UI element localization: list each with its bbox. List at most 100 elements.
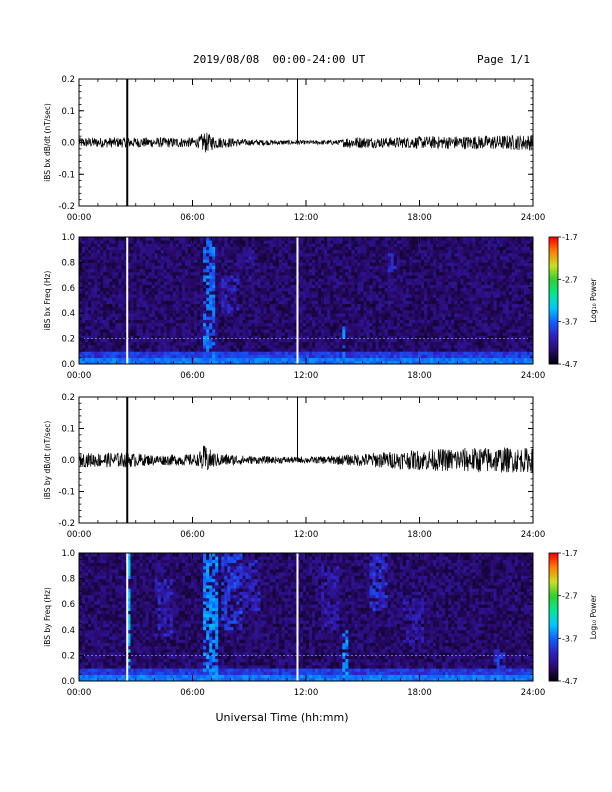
- spectrogram-cell: [118, 332, 122, 336]
- spectrogram-cell: [130, 338, 134, 343]
- spectrogram-cell: [218, 357, 222, 362]
- spectrogram-cell: [333, 256, 337, 260]
- spectrogram-cell: [100, 357, 104, 362]
- spectrogram-cell: [272, 271, 277, 276]
- spectrogram-cell: [366, 351, 370, 355]
- spectrogram-cell: [160, 240, 165, 244]
- spectrogram-cell: [166, 284, 171, 289]
- spectrogram-cell: [363, 268, 367, 273]
- spectrogram-cell: [363, 344, 367, 349]
- spectrogram-cell: [290, 246, 295, 251]
- spectrogram-cell: [275, 325, 280, 330]
- spectrogram-cell: [97, 354, 101, 359]
- spectrogram-cell: [381, 316, 386, 320]
- spectrogram-cell: [157, 341, 162, 346]
- spectrogram-cell: [148, 237, 153, 241]
- spectrogram-cell: [342, 322, 346, 327]
- spectrogram-cell: [393, 319, 398, 324]
- spectrogram-cell: [139, 344, 143, 349]
- spectrogram-cell: [248, 316, 252, 320]
- spectrogram-cell: [154, 306, 159, 311]
- spectrogram-cell: [284, 278, 289, 282]
- spectrogram-cell: [417, 310, 422, 314]
- spectrogram-cell: [424, 332, 428, 336]
- spectrogram-cell: [302, 344, 307, 349]
- spectrogram-cell: [133, 284, 137, 289]
- spectrogram-cell: [339, 351, 343, 355]
- spectrogram-cell: [408, 262, 413, 266]
- spectrogram-cell: [339, 271, 343, 276]
- spectrogram-cell: [227, 351, 231, 355]
- spectrogram-cell: [384, 297, 389, 301]
- spectrogram-cell: [293, 256, 298, 260]
- spectrogram-cell: [333, 313, 337, 317]
- spectrogram-cell: [227, 297, 231, 301]
- spectrogram-cell: [411, 338, 416, 343]
- spectrogram-cell: [79, 262, 83, 266]
- spectrogram-cell: [133, 322, 137, 327]
- spectrogram-cell: [430, 300, 434, 305]
- spectrogram-cell: [284, 348, 289, 352]
- spectrogram-cell: [315, 303, 319, 308]
- spectrogram-cell: [378, 287, 383, 292]
- spectrogram-cell: [221, 249, 225, 254]
- spectrogram-cell: [145, 287, 150, 292]
- spectrogram-cell: [390, 271, 395, 276]
- spectrogram-cell: [430, 256, 434, 260]
- spectrogram-cell: [278, 268, 283, 273]
- spectrogram-cell: [402, 348, 407, 352]
- spectrogram-cell: [130, 240, 134, 244]
- spectrogram-cell: [417, 335, 422, 339]
- spectrogram-cell: [327, 341, 331, 346]
- spectrogram-cell: [88, 329, 92, 333]
- spectrogram-cell: [369, 329, 373, 333]
- spectrogram-cell: [233, 338, 237, 343]
- spectrogram-cell: [299, 322, 304, 327]
- spectrogram-cell: [157, 306, 162, 311]
- spectrogram-cell: [281, 322, 286, 327]
- spectrogram-cell: [224, 240, 228, 244]
- spectrogram-cell: [296, 360, 301, 365]
- spectrogram-cell: [405, 354, 410, 359]
- spectrogram-cell: [172, 252, 177, 257]
- spectrogram-cell: [200, 322, 204, 327]
- spectrogram-cell: [121, 319, 125, 324]
- spectrogram-cell: [79, 294, 83, 298]
- spectrogram-cell: [354, 360, 358, 365]
- spectrogram-cell: [275, 243, 280, 247]
- spectrogram-cell: [360, 240, 364, 244]
- spectrogram-cell: [357, 290, 361, 295]
- spectrogram-cell: [221, 332, 225, 336]
- spectrogram-cell: [142, 278, 146, 282]
- spectrogram-cell: [200, 319, 204, 324]
- spectrogram-cell: [384, 306, 389, 311]
- spectrogram-cell: [115, 344, 119, 349]
- spectrogram-cell: [160, 284, 165, 289]
- spectrogram-cell: [151, 325, 156, 330]
- spectrogram-cell: [336, 303, 340, 308]
- spectrogram-cell: [421, 284, 425, 289]
- spectrogram-cell: [442, 281, 446, 286]
- spectrogram-cell: [384, 262, 389, 266]
- spectrogram-cell: [411, 243, 416, 247]
- spectrogram-cell: [218, 310, 222, 314]
- spectrogram-cell: [233, 240, 237, 244]
- spectrogram-cell: [318, 271, 322, 276]
- spectrogram-cell: [151, 322, 156, 327]
- spectrogram-cell: [224, 284, 228, 289]
- spectrogram-cell: [312, 268, 316, 273]
- spectrogram-cell: [424, 249, 428, 254]
- spectrogram-cell: [224, 262, 228, 266]
- spectrogram-cell: [85, 252, 89, 257]
- spectrogram-cell: [408, 348, 413, 352]
- spectrogram-cell: [405, 290, 410, 295]
- spectrogram-cell: [424, 329, 428, 333]
- spectrogram-cell: [272, 354, 277, 359]
- spectrogram-cell: [239, 278, 243, 282]
- spectrogram-cell: [427, 344, 431, 349]
- spectrogram-cell: [299, 243, 304, 247]
- spectrogram-cell: [387, 319, 392, 324]
- spectrogram-cell: [197, 249, 201, 254]
- spectrogram-cell: [339, 310, 343, 314]
- spectrogram-cell: [230, 278, 234, 282]
